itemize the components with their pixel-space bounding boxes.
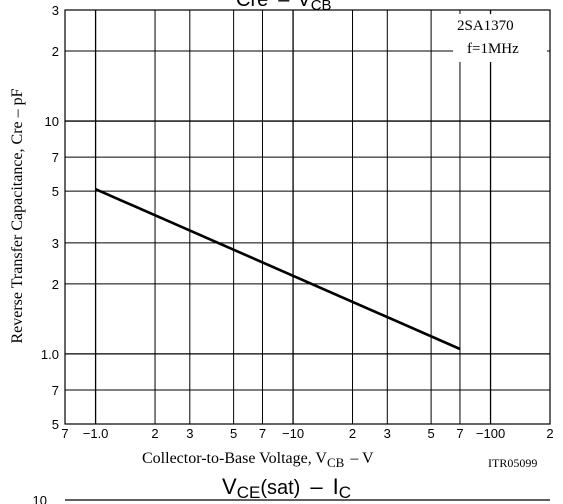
figure-id: ITR05099 [488,456,537,470]
x-tick-label: 7 [61,426,68,441]
x-tick-label: −100 [476,426,505,441]
y-tick-label: 7 [52,383,59,398]
y-tick-label: 5 [52,417,59,432]
x-tick-label: 3 [186,426,193,441]
series-layer [95,188,461,351]
x-tick-label: 7 [259,426,266,441]
x-tick-labels: 7 −1.0 2 3 5 7 −10 2 3 5 7 −100 2 [61,426,553,441]
y-tick-label: 2 [52,277,59,292]
y-tick-label: 3 [52,3,59,18]
x-tick-label: −1.0 [83,426,109,441]
y-tick-label: 5 [52,184,59,199]
x-axis-label: Collector-to-Base Voltage, VCB – V [142,450,374,470]
y-axis-label: Reverse Transfer Capacitance, Cre – pF [9,88,26,343]
x-tick-label: 2 [151,426,158,441]
y-tick-label: 2 [52,44,59,59]
plot-frame [64,9,551,425]
x-tick-label: 2 [546,426,553,441]
x-tick-label: 3 [384,426,391,441]
y-tick-label: 3 [52,236,59,251]
grid-lines [65,10,550,424]
series-line [95,188,461,351]
x-tick-label: 2 [349,426,356,441]
chart-title: Cre – VCB [236,0,332,14]
x-tick-label: 5 [427,426,434,441]
x-tick-label: −10 [282,426,304,441]
legend-frequency: f=1MHz [467,41,519,57]
x-tick-label: 7 [456,426,463,441]
y-tick-label: 7 [52,150,59,165]
y-tick-labels: 3 2 10 7 5 3 2 1.0 7 5 [41,3,59,432]
next-chart-top-tick: 10 [33,493,47,504]
legend-part-number: 2SA1370 [457,18,514,34]
next-chart-title: VCE(sat) – IC [222,474,351,502]
legend-box [453,14,547,62]
y-tick-label: 10 [45,114,59,129]
y-tick-label: 1.0 [41,347,59,362]
x-tick-label: 5 [230,426,237,441]
